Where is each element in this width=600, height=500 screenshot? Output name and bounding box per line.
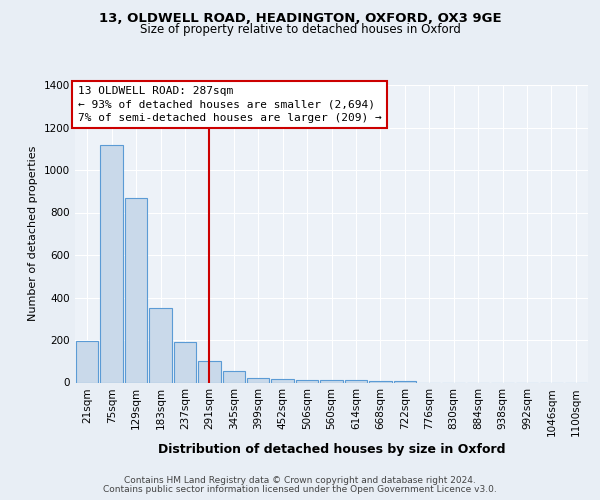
Bar	[149, 308, 172, 382]
Bar	[173, 342, 196, 382]
Text: Size of property relative to detached houses in Oxford: Size of property relative to detached ho…	[140, 22, 460, 36]
Bar	[271, 380, 294, 382]
Bar	[100, 144, 123, 382]
Bar	[344, 380, 367, 382]
X-axis label: Distribution of detached houses by size in Oxford: Distribution of detached houses by size …	[158, 443, 505, 456]
Bar	[125, 198, 148, 382]
Bar	[223, 371, 245, 382]
Bar	[247, 378, 269, 382]
Text: 13 OLDWELL ROAD: 287sqm
← 93% of detached houses are smaller (2,694)
7% of semi-: 13 OLDWELL ROAD: 287sqm ← 93% of detache…	[77, 86, 382, 123]
Text: 13, OLDWELL ROAD, HEADINGTON, OXFORD, OX3 9GE: 13, OLDWELL ROAD, HEADINGTON, OXFORD, OX…	[98, 12, 502, 26]
Bar	[198, 361, 221, 382]
Y-axis label: Number of detached properties: Number of detached properties	[28, 146, 38, 322]
Text: Contains public sector information licensed under the Open Government Licence v3: Contains public sector information licen…	[103, 485, 497, 494]
Text: Contains HM Land Registry data © Crown copyright and database right 2024.: Contains HM Land Registry data © Crown c…	[124, 476, 476, 485]
Bar	[320, 380, 343, 382]
Bar	[76, 342, 98, 382]
Bar	[369, 381, 392, 382]
Bar	[296, 380, 319, 382]
